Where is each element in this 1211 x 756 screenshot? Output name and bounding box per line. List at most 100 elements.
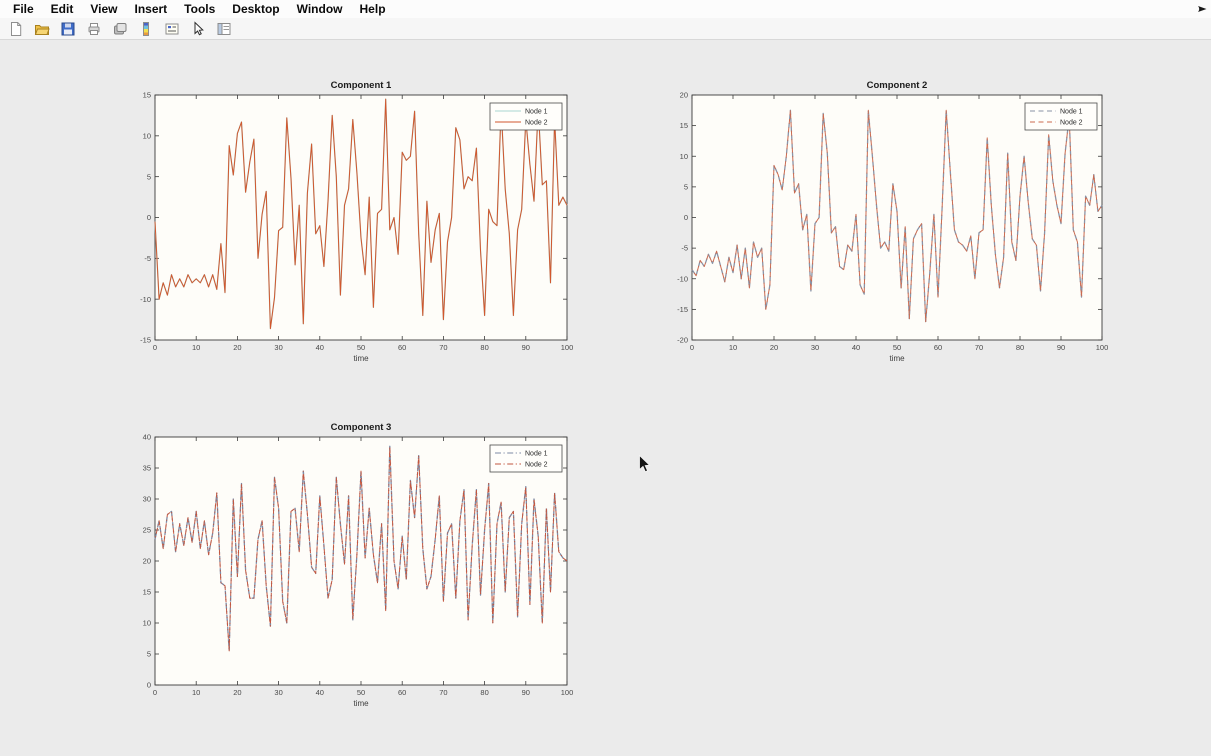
- plot-tools-icon[interactable]: [216, 21, 232, 37]
- x-tick-label: 70: [439, 688, 447, 697]
- y-tick-label: 40: [143, 433, 151, 442]
- x-tick-label: 30: [274, 343, 282, 352]
- y-tick-label: -5: [144, 254, 151, 263]
- legend-entry-label: Node 2: [525, 120, 548, 127]
- copy-figure-icon[interactable]: [112, 21, 128, 37]
- x-tick-label: 40: [316, 688, 324, 697]
- y-tick-label: 5: [147, 650, 151, 659]
- x-axis-label: time: [353, 699, 369, 708]
- legend-entry-label: Node 1: [525, 109, 548, 116]
- x-tick-label: 100: [1096, 343, 1109, 352]
- x-tick-label: 80: [480, 343, 488, 352]
- series-line-node-2: [154, 98, 568, 330]
- x-tick-label: 0: [153, 343, 157, 352]
- y-tick-label: -5: [681, 244, 688, 253]
- legend[interactable]: Node 1 Node 2: [1024, 102, 1098, 131]
- x-tick-label: 40: [852, 343, 860, 352]
- y-tick-label: 5: [684, 182, 688, 191]
- y-tick-label: 15: [143, 91, 151, 100]
- menu-item-view[interactable]: View: [90, 2, 118, 16]
- component-3-plot: 0 10 20 30 40 50 60 70 80 90 100 0 5 10 15 20 25 30 35 40 Co…: [143, 422, 574, 708]
- y-tick-label: 10: [680, 152, 688, 161]
- component-1-plot: 0 10 20 30 40 50 60 70 80 90 100 -15 -10 -5 0 5 10 15 Comp…: [140, 80, 574, 363]
- chart-title: Component 2: [867, 80, 928, 91]
- x-tick-label: 90: [522, 688, 530, 697]
- y-tick-label: 10: [143, 131, 151, 140]
- menu-item-desktop[interactable]: Desktop: [232, 2, 280, 16]
- edit-plot-icon[interactable]: [190, 20, 206, 37]
- y-tick-label: 20: [680, 91, 688, 100]
- x-tick-label: 50: [893, 343, 901, 352]
- y-tick-label: 0: [147, 213, 151, 222]
- series-line-node-2: [691, 109, 1103, 323]
- x-tick-label: 50: [357, 343, 365, 352]
- x-tick-label: 60: [398, 343, 406, 352]
- x-tick-label: 20: [233, 688, 241, 697]
- x-tick-label: 100: [561, 343, 574, 352]
- x-tick-label: 30: [811, 343, 819, 352]
- menu-item-edit[interactable]: Edit: [50, 2, 74, 16]
- x-tick-label: 10: [192, 343, 200, 352]
- component-2-plot: 0 10 20 30 40 50 60 70 80 90 100 -20 -15 -10 -5 0 5 10 15 2…: [677, 80, 1109, 363]
- x-tick-label: 80: [1016, 343, 1024, 352]
- x-tick-label: 10: [729, 343, 737, 352]
- insert-legend-icon[interactable]: [164, 21, 180, 37]
- x-tick-label: 0: [690, 343, 694, 352]
- y-tick-label: 15: [680, 121, 688, 130]
- chart-title: Component 3: [331, 422, 392, 433]
- x-axis-label: time: [353, 354, 369, 363]
- legend[interactable]: Node 1 Node 2: [489, 444, 563, 473]
- y-tick-label: -15: [677, 305, 688, 314]
- x-tick-label: 90: [1057, 343, 1065, 352]
- y-tick-label: 35: [143, 464, 151, 473]
- y-tick-label: -10: [140, 295, 151, 304]
- save-figure-icon[interactable]: [60, 21, 76, 37]
- toolbar-overflow-icon[interactable]: [1197, 1, 1208, 19]
- x-tick-label: 60: [398, 688, 406, 697]
- legend-entry-label: Node 1: [1060, 109, 1083, 116]
- figure-canvas: 0 10 20 30 40 50 60 70 80 90 100 -15 -10 -5 0 5 10 15 Comp…: [0, 41, 1211, 756]
- y-tick-label: 15: [143, 588, 151, 597]
- y-tick-label: -15: [140, 336, 151, 345]
- new-figure-icon[interactable]: [8, 21, 24, 37]
- menu-item-help[interactable]: Help: [359, 2, 386, 16]
- y-tick-label: 0: [147, 681, 151, 690]
- x-tick-label: 20: [770, 343, 778, 352]
- x-tick-label: 0: [153, 688, 157, 697]
- x-tick-label: 60: [934, 343, 942, 352]
- chart-title: Component 1: [331, 80, 392, 91]
- mouse-cursor: [638, 454, 652, 480]
- series-line-node-2: [154, 445, 568, 652]
- y-tick-label: 30: [143, 495, 151, 504]
- figure-toolbar: [0, 18, 1211, 40]
- y-tick-label: 0: [684, 213, 688, 222]
- y-tick-label: 5: [147, 172, 151, 181]
- x-tick-label: 80: [480, 688, 488, 697]
- menu-item-insert[interactable]: Insert: [134, 2, 168, 16]
- legend-entry-label: Node 2: [1060, 120, 1083, 127]
- menu-bar: File Edit View Insert Tools Desktop Window Help: [0, 0, 1211, 18]
- print-figure-icon[interactable]: [86, 21, 102, 37]
- legend-entry-label: Node 2: [525, 462, 548, 469]
- legend[interactable]: Node 1 Node 2: [489, 102, 563, 131]
- y-tick-label: 20: [143, 557, 151, 566]
- x-tick-label: 100: [561, 688, 574, 697]
- menu-item-tools[interactable]: Tools: [184, 2, 216, 16]
- x-tick-label: 20: [233, 343, 241, 352]
- x-tick-label: 40: [316, 343, 324, 352]
- insert-colorbar-icon[interactable]: [138, 21, 154, 37]
- y-tick-label: -10: [677, 274, 688, 283]
- menu-item-file[interactable]: File: [13, 2, 34, 16]
- x-tick-label: 70: [439, 343, 447, 352]
- menu-item-window[interactable]: Window: [296, 2, 343, 16]
- x-tick-label: 90: [522, 343, 530, 352]
- x-tick-label: 30: [274, 688, 282, 697]
- y-tick-label: 25: [143, 526, 151, 535]
- x-tick-label: 70: [975, 343, 983, 352]
- x-axis-label: time: [889, 354, 905, 363]
- x-tick-label: 10: [192, 688, 200, 697]
- open-file-icon[interactable]: [34, 21, 50, 37]
- y-tick-label: -20: [677, 336, 688, 345]
- y-tick-label: 10: [143, 619, 151, 628]
